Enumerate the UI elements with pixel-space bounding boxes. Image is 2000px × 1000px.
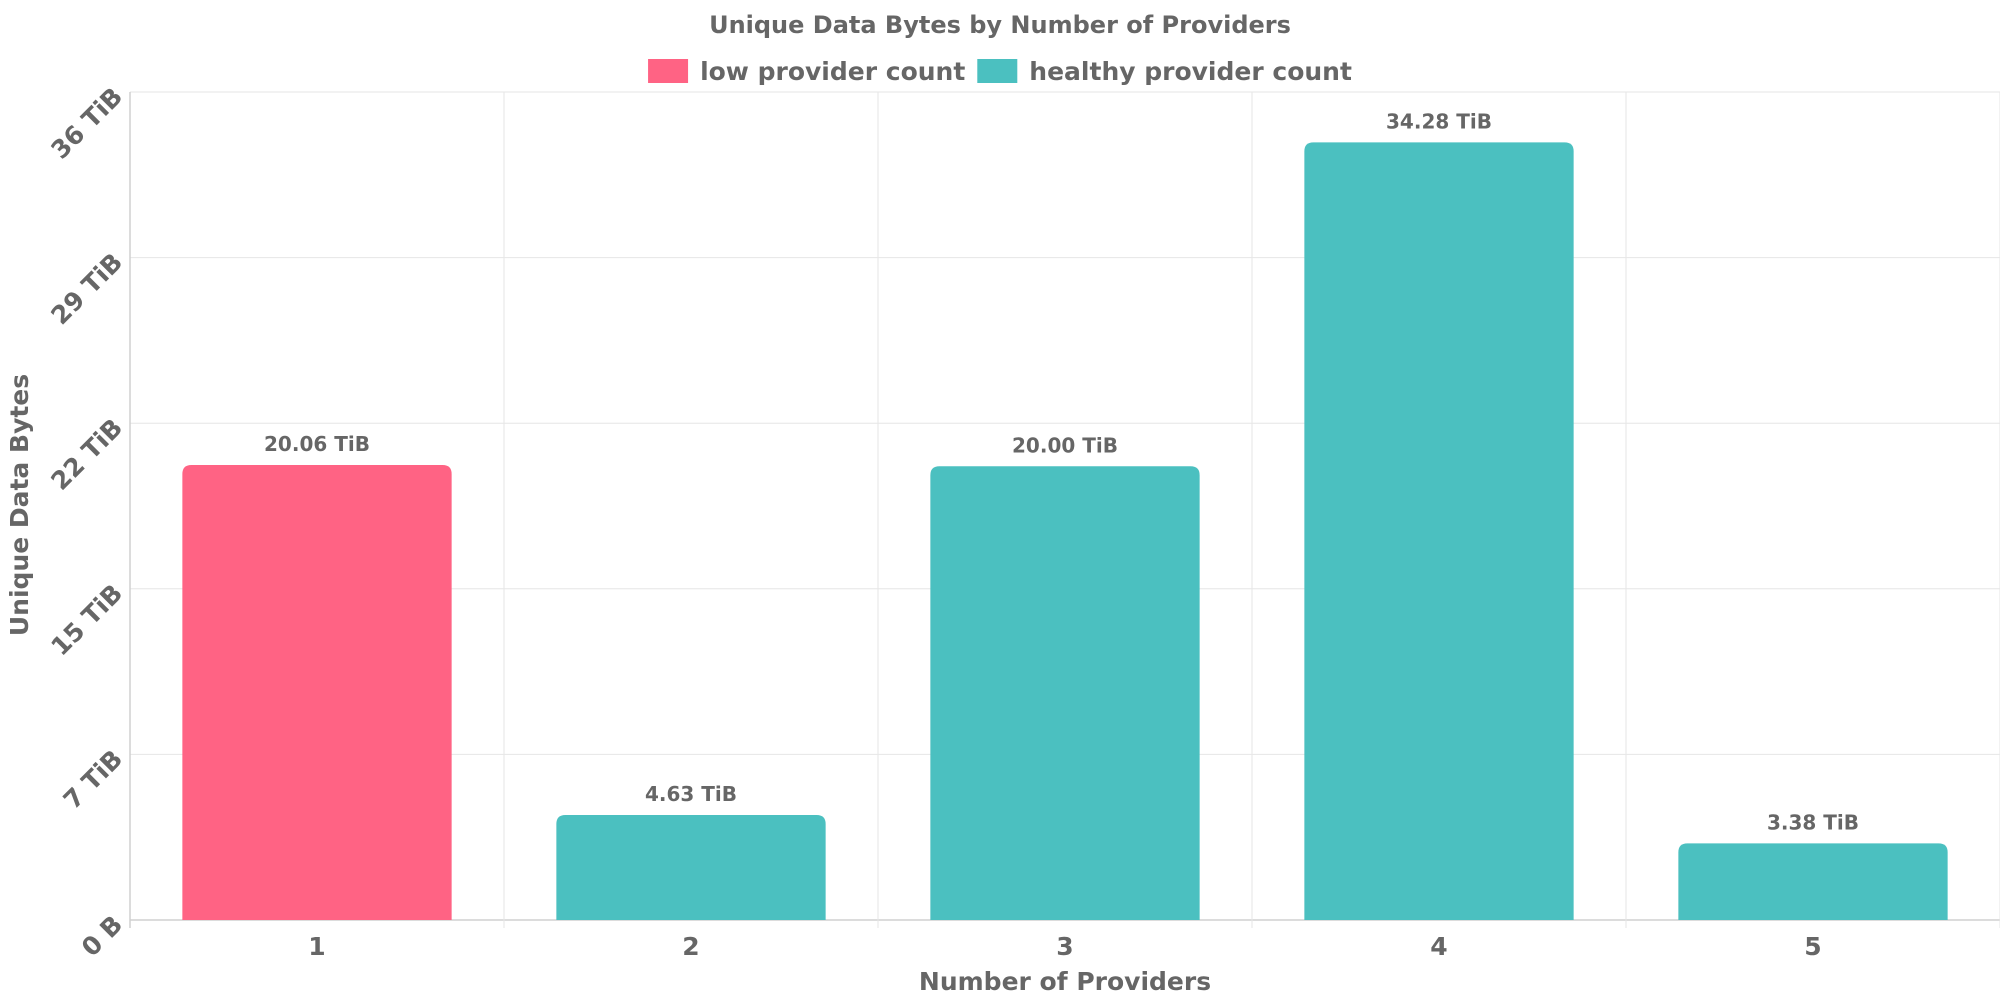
bar-2 — [556, 814, 826, 920]
x-axis-title: Number of Providers — [919, 967, 1211, 996]
x-tick-label: 1 — [308, 932, 325, 961]
y-tick-label: 0 B — [76, 910, 128, 962]
y-axis-title: Unique Data Bytes — [5, 374, 34, 636]
data-label-5: 3.38 TiB — [1767, 810, 1859, 834]
legend-item[interactable]: low provider count — [648, 57, 965, 86]
chart-title: Unique Data Bytes by Number of Providers — [709, 11, 1291, 39]
legend-label: low provider count — [700, 57, 965, 86]
bar-4 — [1304, 142, 1574, 921]
legend-label: healthy provider count — [1029, 57, 1352, 86]
legend-swatch — [648, 59, 689, 83]
x-tick-label: 3 — [1056, 932, 1073, 961]
y-tick-label: 22 TiB — [45, 413, 128, 496]
x-tick-label: 5 — [1804, 932, 1821, 961]
data-label-2: 4.63 TiB — [645, 782, 737, 806]
data-label-3: 20.00 TiB — [1012, 433, 1118, 457]
bar-1 — [182, 464, 452, 920]
y-tick-label: 36 TiB — [45, 82, 128, 165]
bars: 20.06 TiB 4.63 TiB 20.00 TiB 34.28 TiB 3.38 … — [182, 109, 1948, 921]
legend: low provider count healthy provider count — [648, 57, 1352, 86]
y-tick-label: 29 TiB — [45, 247, 128, 330]
data-label-4: 34.28 TiB — [1386, 109, 1492, 133]
bar-3 — [930, 466, 1200, 920]
data-label-1: 20.06 TiB — [264, 432, 370, 456]
x-tick-label: 4 — [1430, 932, 1447, 961]
y-tick-label: 7 TiB — [58, 744, 129, 815]
bar-5 — [1678, 843, 1948, 920]
x-tick-label: 2 — [682, 932, 699, 961]
legend-item[interactable]: healthy provider count — [977, 57, 1352, 86]
legend-swatch — [977, 59, 1018, 83]
y-tick-label: 15 TiB — [45, 579, 128, 662]
